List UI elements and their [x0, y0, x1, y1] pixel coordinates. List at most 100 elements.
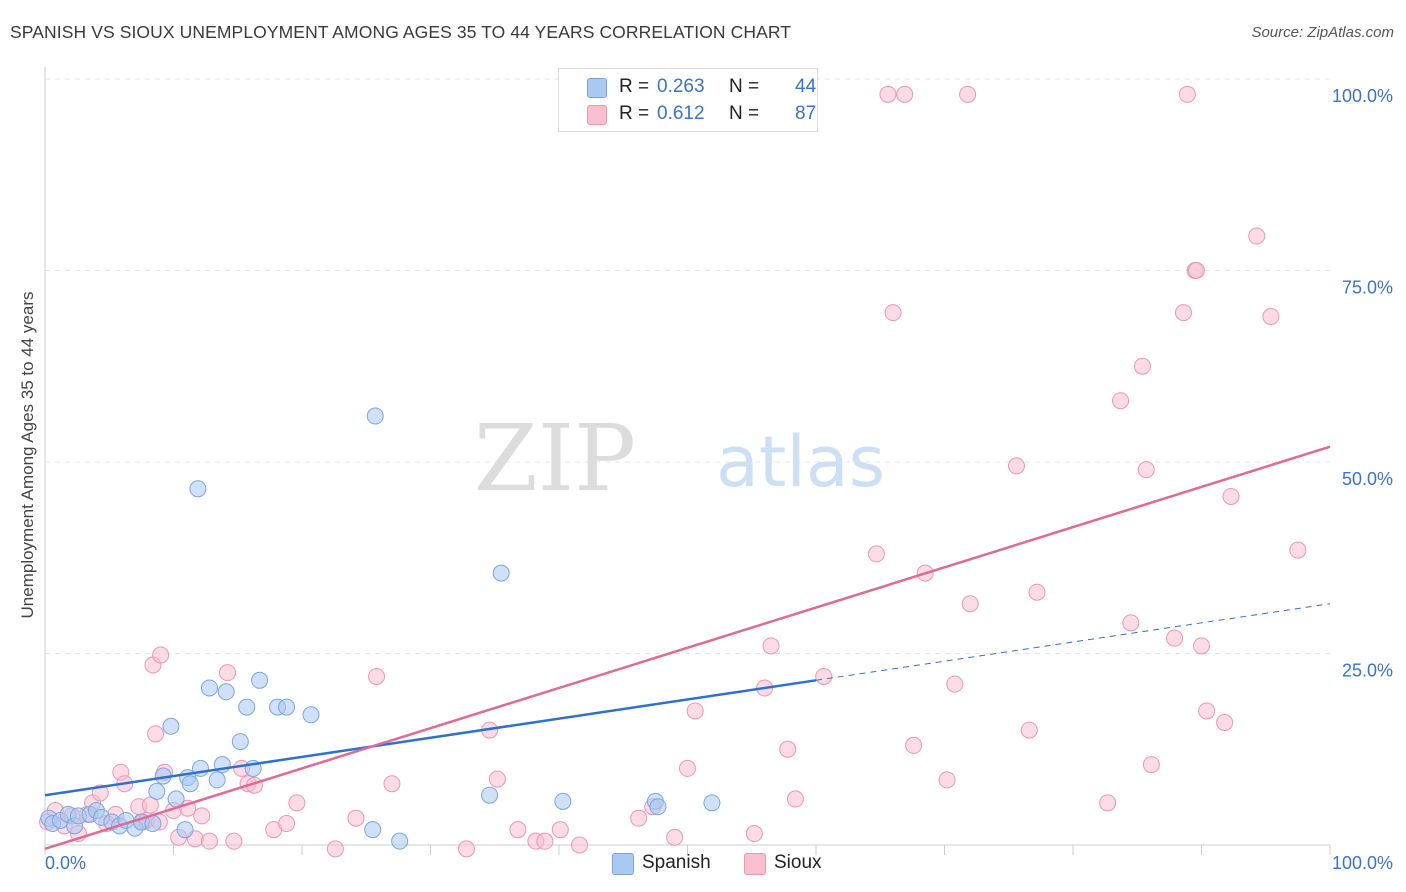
scatter-point	[302, 706, 320, 724]
scatter-point	[1175, 304, 1193, 322]
scatter-point	[815, 667, 833, 685]
legend-r-label: R =	[619, 76, 650, 97]
bottom-legend-swatch-sioux	[744, 853, 766, 875]
legend-swatch-spanish	[587, 78, 607, 98]
scatter-point	[786, 790, 804, 808]
scatter-point	[745, 825, 763, 843]
source-label: Source: ZipAtlas.com	[1251, 24, 1394, 41]
watermark: ZIP atlas	[474, 405, 885, 512]
scatter-point	[1289, 541, 1307, 559]
scatter-point	[1216, 713, 1234, 731]
legend-r-value: 0.263	[657, 76, 705, 97]
bottom-legend-swatch-spanish	[612, 853, 634, 875]
scatter-point	[1187, 262, 1205, 279]
scatter-point	[961, 595, 979, 613]
scatter-point	[238, 698, 256, 716]
scatter-point	[679, 759, 696, 777]
scatter-point	[231, 733, 249, 751]
scatter-point	[1248, 227, 1266, 245]
axes	[44, 67, 1331, 855]
legend-n-value: 87	[795, 103, 817, 124]
scatter-point	[959, 85, 977, 103]
scatter-point	[1112, 392, 1130, 410]
watermark-zip: ZIP	[474, 405, 636, 512]
scatter-point	[630, 809, 648, 827]
scatter-point	[167, 790, 185, 808]
scatter-point	[896, 85, 914, 103]
scatter-point	[551, 821, 569, 839]
scatter-point	[366, 407, 384, 425]
y-tick-label: 100.0%	[1332, 86, 1393, 106]
scatter-point	[1198, 702, 1216, 720]
scatter-point	[189, 480, 207, 498]
scatter-point	[278, 698, 296, 716]
correlation-legend: R = 0.263 N = 44 R = 0.612 N = 87	[558, 68, 818, 132]
y-tick-label: 50.0%	[1342, 469, 1393, 489]
scatter-point	[1133, 357, 1151, 375]
scatter-point	[492, 564, 510, 582]
scatter-point	[649, 798, 667, 816]
scatter-point	[91, 784, 109, 802]
scatter-point	[884, 304, 902, 322]
scatter-point	[554, 792, 572, 810]
scatter-point	[1193, 637, 1210, 655]
scatter-point	[1178, 85, 1196, 103]
scatter-point	[148, 782, 166, 800]
scatter-point	[326, 840, 344, 858]
legend-swatch-sioux	[587, 105, 607, 125]
scatter-point	[703, 794, 721, 812]
x-tick-label: 0.0%	[45, 853, 86, 873]
scatter-point	[1262, 307, 1280, 325]
scatter-point	[762, 637, 780, 655]
scatter-point	[938, 771, 956, 789]
scatter-point	[181, 775, 199, 793]
legend-n-value: 44	[795, 76, 817, 97]
y-tick-label: 25.0%	[1342, 661, 1393, 681]
spanish-trend-extension	[815, 603, 1331, 681]
scatter-point	[1099, 794, 1117, 812]
legend-r-label: R =	[619, 103, 650, 124]
scatter-point	[1222, 487, 1240, 505]
scatter-point	[218, 664, 236, 682]
scatter-point	[1020, 721, 1038, 739]
chart-title: SPANISH VS SIOUX UNEMPLOYMENT AMONG AGES…	[10, 22, 792, 42]
scatter-point	[162, 717, 180, 735]
legend-r-value: 0.612	[657, 103, 705, 124]
scatter-point	[200, 832, 218, 850]
scatter-point	[288, 794, 306, 812]
scatter-point	[364, 821, 382, 839]
scatter-point	[509, 821, 527, 839]
scatter-point	[571, 836, 589, 854]
scatter-point	[457, 840, 475, 858]
x-tick-label: 100.0%	[1332, 853, 1393, 873]
watermark-atlas: atlas	[716, 421, 885, 503]
scatter-point	[141, 796, 159, 814]
scatter-point	[200, 679, 218, 697]
scatter-point	[1122, 614, 1140, 632]
scatter-point	[905, 736, 923, 754]
scatter-point	[368, 667, 386, 685]
spanish-trend-line	[44, 679, 817, 797]
scatter-point	[1142, 756, 1160, 774]
scatter-point	[779, 740, 797, 758]
scatter-point	[278, 815, 296, 833]
scatter-point	[488, 770, 506, 788]
trend-lines	[44, 445, 1331, 851]
scatter-point	[251, 671, 269, 689]
legend-n-label: N =	[729, 103, 760, 124]
scatter-point	[152, 646, 170, 664]
scatter-point	[391, 832, 409, 850]
bottom-legend-label-spanish: Spanish	[642, 852, 711, 873]
scatter-point	[1137, 461, 1155, 479]
sioux-trend-line	[44, 445, 1331, 851]
scatter-point	[1007, 457, 1025, 475]
scatter-point	[147, 725, 165, 743]
scatter-point	[686, 702, 704, 720]
scatter-point	[867, 545, 885, 563]
scatter-point	[217, 683, 235, 701]
scatter-point	[383, 775, 401, 793]
scatter-point	[193, 807, 211, 825]
scatter-point	[1166, 629, 1184, 647]
scatter-point	[1028, 583, 1046, 601]
